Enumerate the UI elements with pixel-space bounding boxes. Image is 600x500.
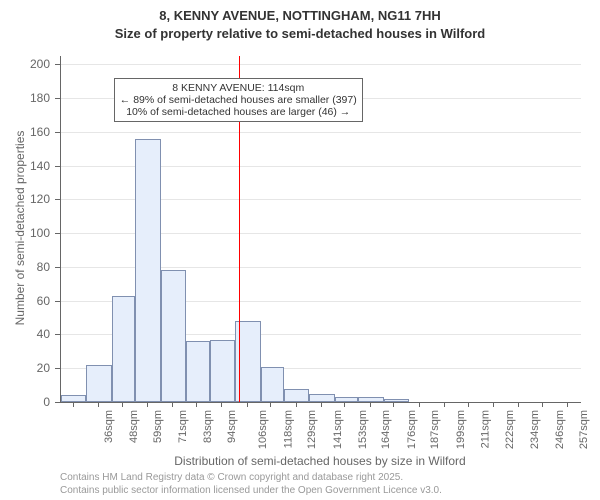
x-tick-label: 153sqm <box>357 410 369 449</box>
y-tick-label: 20 <box>0 361 50 375</box>
x-tick-label: 94sqm <box>226 410 238 443</box>
y-tick-mark <box>55 301 60 302</box>
y-tick-label: 100 <box>0 226 50 240</box>
histogram-bar <box>358 397 383 402</box>
x-tick-label: 164sqm <box>381 410 393 449</box>
x-tick-mark <box>321 402 322 407</box>
y-tick-label: 120 <box>0 192 50 206</box>
x-tick-mark <box>344 402 345 407</box>
histogram-bar <box>384 399 409 402</box>
y-tick-mark <box>55 132 60 133</box>
x-tick-mark <box>370 402 371 407</box>
x-tick-mark <box>147 402 148 407</box>
x-tick-label: 222sqm <box>504 410 516 449</box>
y-tick-label: 0 <box>0 395 50 409</box>
histogram-bar <box>86 365 111 402</box>
y-tick-label: 180 <box>0 91 50 105</box>
y-tick-mark <box>55 334 60 335</box>
x-tick-mark <box>393 402 394 407</box>
y-tick-mark <box>55 64 60 65</box>
x-tick-mark <box>518 402 519 407</box>
annotation-box: 8 KENNY AVENUE: 114sqm ← 89% of semi-det… <box>114 78 363 122</box>
x-tick-label: 83sqm <box>203 410 215 443</box>
x-tick-label: 48sqm <box>128 410 140 443</box>
gridline <box>61 132 581 133</box>
histogram-bar <box>335 397 358 402</box>
x-tick-label: 257sqm <box>578 410 590 449</box>
y-tick-label: 160 <box>0 125 50 139</box>
x-tick-mark <box>468 402 469 407</box>
x-tick-label: 246sqm <box>555 410 567 449</box>
x-tick-mark <box>73 402 74 407</box>
y-tick-mark <box>55 166 60 167</box>
y-tick-label: 40 <box>0 327 50 341</box>
x-tick-label: 234sqm <box>529 410 541 449</box>
x-tick-label: 129sqm <box>306 410 318 449</box>
x-tick-label: 106sqm <box>257 410 269 449</box>
histogram-bar <box>161 270 186 402</box>
chart-title-line2: Size of property relative to semi-detach… <box>0 26 600 41</box>
histogram-bar <box>61 395 86 402</box>
x-tick-mark <box>122 402 123 407</box>
y-tick-mark <box>55 402 60 403</box>
annotation-line3: 10% of semi-detached houses are larger (… <box>120 106 357 118</box>
y-tick-mark <box>55 199 60 200</box>
histogram-bar <box>135 139 160 402</box>
histogram-bar <box>186 341 209 402</box>
x-tick-mark <box>221 402 222 407</box>
histogram-bar <box>284 389 309 403</box>
y-tick-label: 60 <box>0 294 50 308</box>
histogram-bar <box>261 367 284 402</box>
annotation-line2: ← 89% of semi-detached houses are smalle… <box>120 94 357 106</box>
x-tick-mark <box>542 402 543 407</box>
footer-line1: Contains HM Land Registry data © Crown c… <box>60 472 442 485</box>
x-tick-mark <box>444 402 445 407</box>
x-tick-mark <box>493 402 494 407</box>
histogram-bar <box>210 340 235 402</box>
x-tick-mark <box>98 402 99 407</box>
histogram-bar <box>309 394 334 402</box>
histogram-bar <box>112 296 135 402</box>
chart-root: 8, KENNY AVENUE, NOTTINGHAM, NG11 7HH Si… <box>0 0 600 500</box>
x-tick-mark <box>270 402 271 407</box>
chart-title-line1: 8, KENNY AVENUE, NOTTINGHAM, NG11 7HH <box>0 8 600 23</box>
x-tick-label: 211sqm <box>479 410 491 448</box>
y-tick-label: 80 <box>0 260 50 274</box>
y-tick-mark <box>55 98 60 99</box>
x-tick-mark <box>196 402 197 407</box>
x-tick-mark <box>247 402 248 407</box>
x-tick-label: 141sqm <box>332 410 344 449</box>
footer-line2: Contains public sector information licen… <box>60 485 442 498</box>
x-axis-title: Distribution of semi-detached houses by … <box>60 454 580 468</box>
footer-credit: Contains HM Land Registry data © Crown c… <box>60 472 442 497</box>
x-tick-label: 199sqm <box>455 410 467 449</box>
y-tick-mark <box>55 368 60 369</box>
gridline <box>61 64 581 65</box>
y-tick-label: 200 <box>0 57 50 71</box>
x-tick-label: 187sqm <box>429 410 441 449</box>
y-tick-label: 140 <box>0 159 50 173</box>
annotation-line1: 8 KENNY AVENUE: 114sqm <box>120 82 357 94</box>
x-tick-label: 71sqm <box>177 410 189 443</box>
y-tick-mark <box>55 267 60 268</box>
x-tick-mark <box>296 402 297 407</box>
x-tick-mark <box>172 402 173 407</box>
x-tick-mark <box>419 402 420 407</box>
x-tick-label: 36sqm <box>103 410 115 443</box>
x-tick-label: 118sqm <box>282 410 294 448</box>
x-tick-mark <box>567 402 568 407</box>
x-tick-label: 59sqm <box>152 410 164 443</box>
x-tick-label: 176sqm <box>406 410 418 449</box>
y-tick-mark <box>55 233 60 234</box>
